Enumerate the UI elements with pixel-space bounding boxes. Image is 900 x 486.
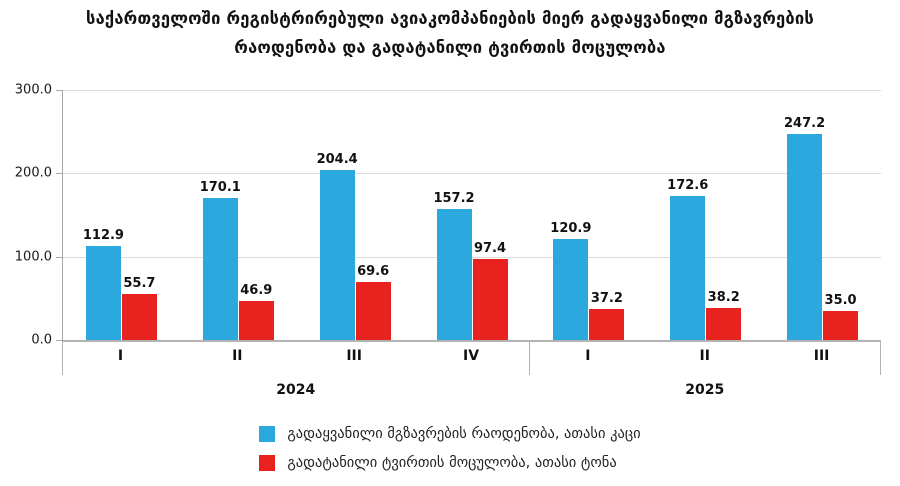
y-axis: 300.0 200.0 100.0 0.0 (0, 83, 54, 348)
passengers-bar-column: 172.6 (667, 90, 709, 340)
y-axis-tick-label: 100.0 (14, 249, 52, 265)
passengers-bar (553, 239, 589, 340)
cargo-bar (355, 282, 391, 340)
bar-value-label: 37.2 (590, 291, 623, 306)
y-axis-tick-label: 0.0 (31, 332, 52, 348)
cargo-bar (472, 258, 508, 340)
quarter-label: IV (462, 348, 480, 364)
cargo-bar (238, 300, 274, 340)
cargo-bar (589, 309, 625, 340)
y-axis-tick (56, 173, 62, 175)
passengers-bar (319, 169, 355, 340)
cargo-bar (823, 310, 859, 340)
legend-item-label: გადაყვანილი მგზავრების რაოდენობა, ათასი … (287, 426, 641, 442)
bar-value-label: 204.4 (316, 151, 358, 167)
legend-item-label: გადატანილი ტვირთის მოცულობა, ათასი ტონა (287, 455, 617, 471)
bar-group: 120.9 37.2 (530, 90, 647, 340)
year-separator (529, 341, 531, 375)
bar-group: 204.4 69.6 (297, 90, 414, 340)
bar-value-label: 170.1 (199, 180, 241, 196)
legend-items: გადაყვანილი მგზავრების რაოდენობა, ათასი … (259, 426, 641, 471)
gridline (63, 90, 881, 91)
year-separator (880, 341, 881, 375)
cargo-bar-column: 35.0 (823, 90, 859, 340)
year-separator (62, 341, 63, 375)
legend: გადაყვანილი მგზავრების რაოდენობა, ათასი … (0, 426, 900, 471)
plot-area: 112.9 55.7 170.1 46.9 204.4 69.6 157.2 97.4 120.… (56, 90, 881, 342)
cargo-bar (121, 293, 157, 340)
bar-groups: 112.9 55.7 170.1 46.9 204.4 69.6 157.2 97.4 120.… (63, 90, 881, 340)
gridline (63, 256, 881, 258)
bar-value-label: 247.2 (784, 116, 826, 131)
passengers-bar-column: 247.2 (784, 90, 826, 340)
passengers-swatch-icon (259, 426, 276, 442)
quarter-label: III (346, 348, 362, 364)
bar-group: 170.1 46.9 (180, 90, 297, 340)
y-axis-tick (56, 256, 62, 258)
quarter-axis: I II III IV I II III (62, 348, 880, 364)
chart-title: საქართველოში რეგისტრირებული ავიაკომპანიე… (0, 4, 900, 62)
passengers-bar-column: 157.2 (433, 90, 475, 340)
bar-group: 172.6 38.2 (647, 90, 764, 340)
cargo-bar-column: 69.6 (355, 90, 391, 340)
bar-value-label: 172.6 (667, 178, 709, 194)
quarter-label: I (585, 348, 591, 364)
bar-value-label: 35.0 (824, 292, 857, 308)
bar-value-label: 38.2 (707, 290, 740, 306)
bar-group: 157.2 97.4 (414, 90, 531, 340)
year-label: 2025 (685, 382, 725, 398)
passengers-bar (85, 245, 121, 340)
quarter-label: II (232, 348, 243, 364)
quarter-label: I (117, 348, 124, 364)
passengers-bar-column: 120.9 (550, 90, 592, 340)
cargo-bar-column: 46.9 (238, 90, 274, 340)
bar-group: 112.9 55.7 (63, 90, 180, 340)
bar-group: 247.2 35.0 (764, 90, 881, 340)
chart-title-line1: საქართველოში რეგისტრირებული ავიაკომპანიე… (86, 9, 814, 28)
bar-value-label: 97.4 (473, 240, 507, 256)
bar-value-label: 120.9 (550, 221, 592, 237)
gridline (63, 173, 881, 175)
bar-value-label: 112.9 (82, 227, 124, 243)
bar-value-label: 157.2 (433, 191, 475, 206)
year-label: 2024 (276, 382, 316, 398)
cargo-bar (706, 308, 742, 340)
chart-title-line2: რაოდენობა და გადატანილი ტვირთის მოცულობა (234, 38, 666, 57)
passengers-bar-column: 112.9 (82, 90, 124, 340)
passengers-bar-column: 170.1 (199, 90, 241, 340)
year-axis: 2024 2025 (62, 382, 880, 398)
quarter-label: II (699, 348, 710, 364)
y-axis-tick (56, 340, 62, 341)
legend-item-cargo: გადატანილი ტვირთის მოცულობა, ათასი ტონა (259, 455, 617, 471)
cargo-bar-column: 97.4 (472, 90, 508, 340)
passengers-bar (436, 209, 472, 340)
bar-value-label: 69.6 (357, 264, 390, 279)
passengers-bar-column: 204.4 (316, 90, 358, 340)
y-axis-tick-label: 200.0 (14, 165, 52, 181)
y-axis-tick (56, 90, 62, 91)
passengers-bar (202, 198, 238, 340)
y-axis-tick-label: 300.0 (14, 82, 52, 98)
bar-value-label: 46.9 (240, 282, 273, 298)
legend-item-passengers: გადაყვანილი მგზავრების რაოდენობა, ათასი … (259, 426, 641, 442)
passengers-bar (787, 134, 823, 340)
bar-value-label: 55.7 (123, 275, 156, 291)
cargo-swatch-icon (259, 455, 276, 471)
cargo-bar-column: 37.2 (589, 90, 625, 340)
cargo-bar-column: 55.7 (121, 90, 157, 340)
cargo-bar-column: 38.2 (706, 90, 742, 340)
passengers-bar (670, 196, 706, 340)
quarter-label: III (813, 348, 830, 364)
